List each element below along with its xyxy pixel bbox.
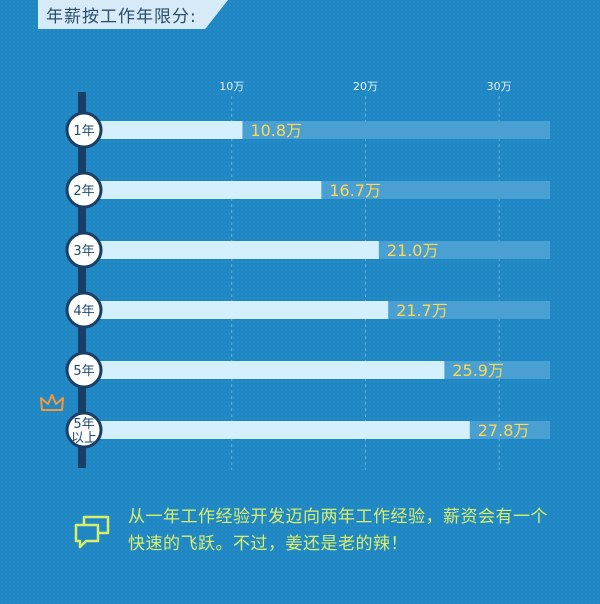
category-label-line: 5年 — [73, 417, 94, 432]
category-label: 5年以上 — [71, 417, 97, 446]
bar — [98, 301, 389, 319]
bar — [98, 361, 445, 379]
crown-icon — [40, 394, 64, 411]
category-marker — [65, 231, 103, 269]
summary-note: 从一年工作经验开发迈向两年工作经验，薪资会有一个快速的飞跃。不过，姜还是老的辣！ — [128, 507, 548, 554]
category-label-line: 以上 — [71, 431, 97, 446]
value-label: 21.7万 — [396, 301, 448, 320]
bar — [98, 241, 379, 259]
x-tick-label: 10万 — [219, 80, 244, 93]
category-marker — [65, 351, 103, 389]
category-label: 4年 — [73, 304, 94, 319]
bar — [98, 421, 470, 439]
category-label: 5年 — [73, 364, 94, 379]
title-banner: 年薪按工作年限分: — [38, 0, 228, 29]
category-marker — [65, 411, 103, 449]
value-label: 21.0万 — [387, 241, 439, 260]
chat-bubbles-icon — [74, 515, 110, 549]
x-tick-label: 20万 — [353, 80, 378, 93]
category-label: 3年 — [73, 244, 94, 259]
category-marker — [65, 291, 103, 329]
value-label: 25.9万 — [452, 361, 504, 380]
category-label: 1年 — [73, 124, 94, 139]
y-axis-line — [78, 92, 86, 468]
category-marker — [65, 171, 103, 209]
value-label: 27.8万 — [478, 421, 530, 440]
category-label: 2年 — [73, 184, 94, 199]
value-label: 16.7万 — [329, 181, 381, 200]
category-marker — [65, 111, 103, 149]
x-tick-label: 30万 — [487, 80, 512, 93]
bar — [98, 121, 243, 139]
value-label: 10.8万 — [250, 121, 302, 140]
page-title: 年薪按工作年限分: — [46, 7, 197, 27]
bar — [98, 181, 322, 199]
